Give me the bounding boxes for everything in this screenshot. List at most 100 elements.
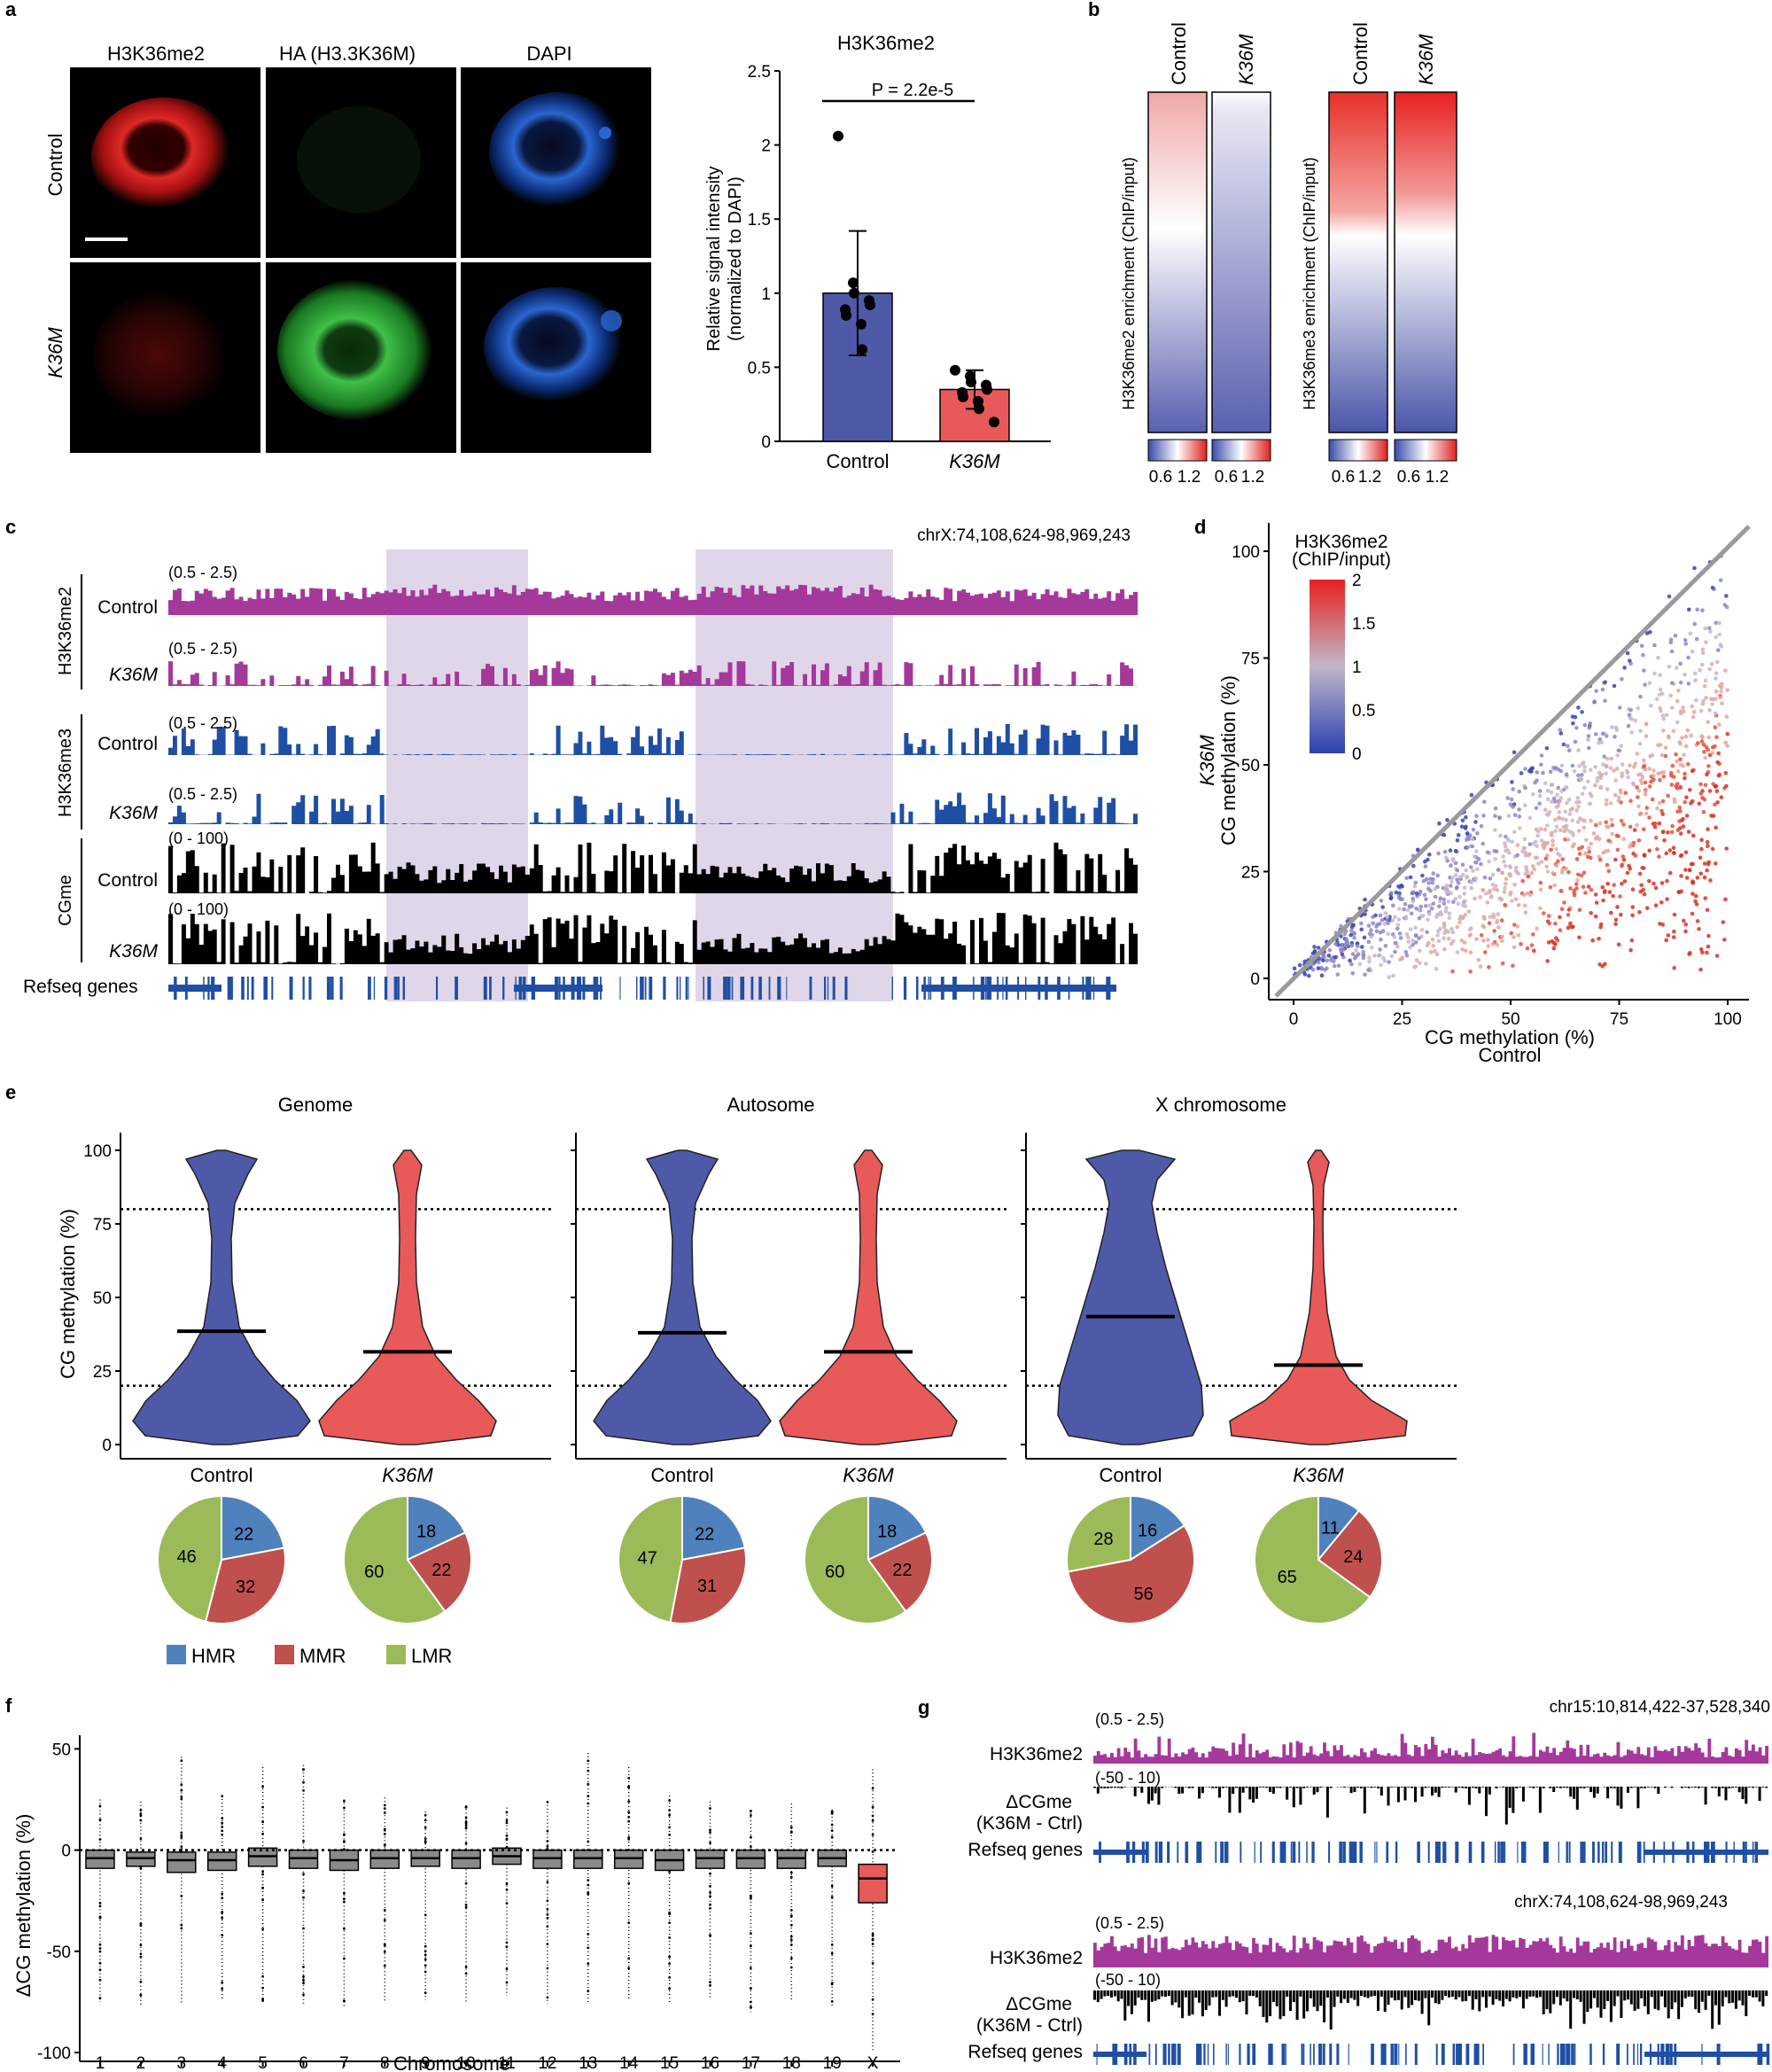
g-track-dcg-bar <box>1579 1787 1582 1788</box>
scatter-point <box>1510 780 1514 784</box>
g-track-dcg-bar <box>1488 1787 1491 1795</box>
scatter-point <box>1583 891 1588 895</box>
g-refseq-gene <box>1455 1842 1459 1863</box>
scatter-point <box>1606 869 1612 874</box>
g-refseq-cluster <box>1093 1850 1146 1855</box>
scatter-point <box>1706 827 1710 831</box>
g-track-dcg-bar <box>1427 1990 1431 2026</box>
scatter-point <box>1714 635 1718 640</box>
scatter-point <box>1490 872 1496 877</box>
scatter-point <box>1597 736 1603 742</box>
g-track-dcg-bar <box>1650 1787 1653 1788</box>
g-refseq-gene <box>1306 1842 1308 1863</box>
g-refseq-gene <box>1603 2044 1605 2065</box>
pie-slice-mmr <box>867 1531 933 1613</box>
scatter-point <box>1553 922 1558 926</box>
scatter-point <box>1672 912 1677 917</box>
scatter-point <box>1633 761 1637 767</box>
g-refseq-gene <box>1220 1842 1224 1863</box>
scatter-point <box>1535 829 1541 834</box>
g-track-dcg-bar <box>1154 1787 1157 1794</box>
g-track-dcg-bar <box>1271 1787 1275 1794</box>
scatter-point <box>1545 788 1550 793</box>
scatter-point <box>1534 806 1539 811</box>
box-outlier <box>343 1892 346 1895</box>
scatter-point <box>1711 782 1715 786</box>
box-outlier <box>668 1936 671 1939</box>
scatter-point <box>1615 753 1620 758</box>
track-signal-0 <box>168 584 1138 615</box>
scatter-point <box>1404 953 1410 958</box>
scatter-point <box>1471 827 1476 832</box>
g-track-dcg-bar <box>1444 1990 1448 1996</box>
scatter-point <box>1574 800 1579 805</box>
box-outlier <box>871 2013 874 2016</box>
g-track-dcg-bar <box>1346 1990 1349 2003</box>
box-outlier <box>180 1834 183 1837</box>
g-refseq-gene <box>1167 1842 1170 1863</box>
g-track-dcg-bar <box>1286 1990 1289 1997</box>
scatter-point <box>1349 943 1355 948</box>
box-outlier <box>180 1783 183 1787</box>
panel-b: b H3K36me2 enrichment (ChIP/input) H3K36… <box>1088 0 1457 487</box>
g-track-dcg-bar <box>1573 1990 1575 1998</box>
box-outlier <box>139 1943 143 1947</box>
scatter-point <box>1648 630 1652 635</box>
scatter-point <box>1683 771 1687 776</box>
g-track-dcg-bar <box>1295 1990 1299 2021</box>
box-outlier <box>871 1814 874 1818</box>
scatter-point <box>1642 668 1646 673</box>
scatter-point <box>1465 875 1469 880</box>
scatter-point <box>1398 897 1403 901</box>
g-track-dcg-bar <box>1629 1787 1633 1788</box>
track-group-h3k36me2: H3K36me2 <box>56 587 75 675</box>
scatter-point <box>1676 689 1681 693</box>
scatter-point <box>1517 789 1521 794</box>
scatter-point <box>1548 884 1553 890</box>
g-refseq-gene <box>1481 1842 1485 1863</box>
scatter-point <box>1459 939 1465 943</box>
refseq-gene <box>676 977 679 1000</box>
scatter-point <box>1476 957 1481 962</box>
g-track-dcg-bar <box>1714 1787 1717 1788</box>
scatter-point <box>1619 819 1624 823</box>
box-outlier <box>750 1814 752 1817</box>
box-outlier <box>587 1962 590 1966</box>
g-track-dcg-bar <box>1262 1990 1265 2017</box>
scatter-point <box>1566 744 1570 748</box>
scatter-point <box>1649 704 1653 708</box>
box-xtick-label: 12 <box>538 2054 556 2072</box>
g-track-dcg-bar <box>1380 1990 1383 1997</box>
bar-chart-title: H3K36me2 <box>837 32 935 54</box>
g-track-dcg-bar <box>1360 1990 1363 1997</box>
scatter-point <box>1691 833 1696 838</box>
scatter-point <box>1647 784 1652 789</box>
g-refseq-gene <box>1437 1842 1441 1863</box>
g-refseq-gene <box>1252 2044 1256 2065</box>
box-outlier <box>546 1840 549 1842</box>
scatter-point <box>1322 954 1326 960</box>
box-outlier <box>871 1962 874 1965</box>
g-track-dcg-bar <box>1596 1990 1599 2008</box>
g2-range1: (0.5 - 2.5) <box>1095 1914 1164 1932</box>
scatter-point <box>1558 853 1562 858</box>
scatter-point <box>1616 798 1621 803</box>
scatter-point <box>1496 925 1501 930</box>
scatter-point <box>1597 821 1603 826</box>
scatter-point <box>1535 778 1539 783</box>
scatter-point <box>1706 933 1711 939</box>
scatter-point <box>1438 896 1443 900</box>
box-outlier <box>587 1759 590 1763</box>
scatter-point <box>1613 917 1619 923</box>
box-xtick-label: 18 <box>782 2054 801 2072</box>
g-track-dcg-bar <box>1683 1990 1687 1998</box>
scatter-point <box>1605 798 1609 803</box>
scatter-point <box>1644 734 1649 738</box>
scatter-point <box>1499 918 1504 923</box>
g-track-dcg-bar <box>1366 1787 1370 1788</box>
scatter-point <box>1714 954 1720 958</box>
g-track-dcg-bar <box>1596 1787 1599 1794</box>
scatter-point <box>1500 934 1504 939</box>
scatter-point <box>1642 827 1646 832</box>
g-track-dcg-bar <box>1575 1787 1579 1810</box>
